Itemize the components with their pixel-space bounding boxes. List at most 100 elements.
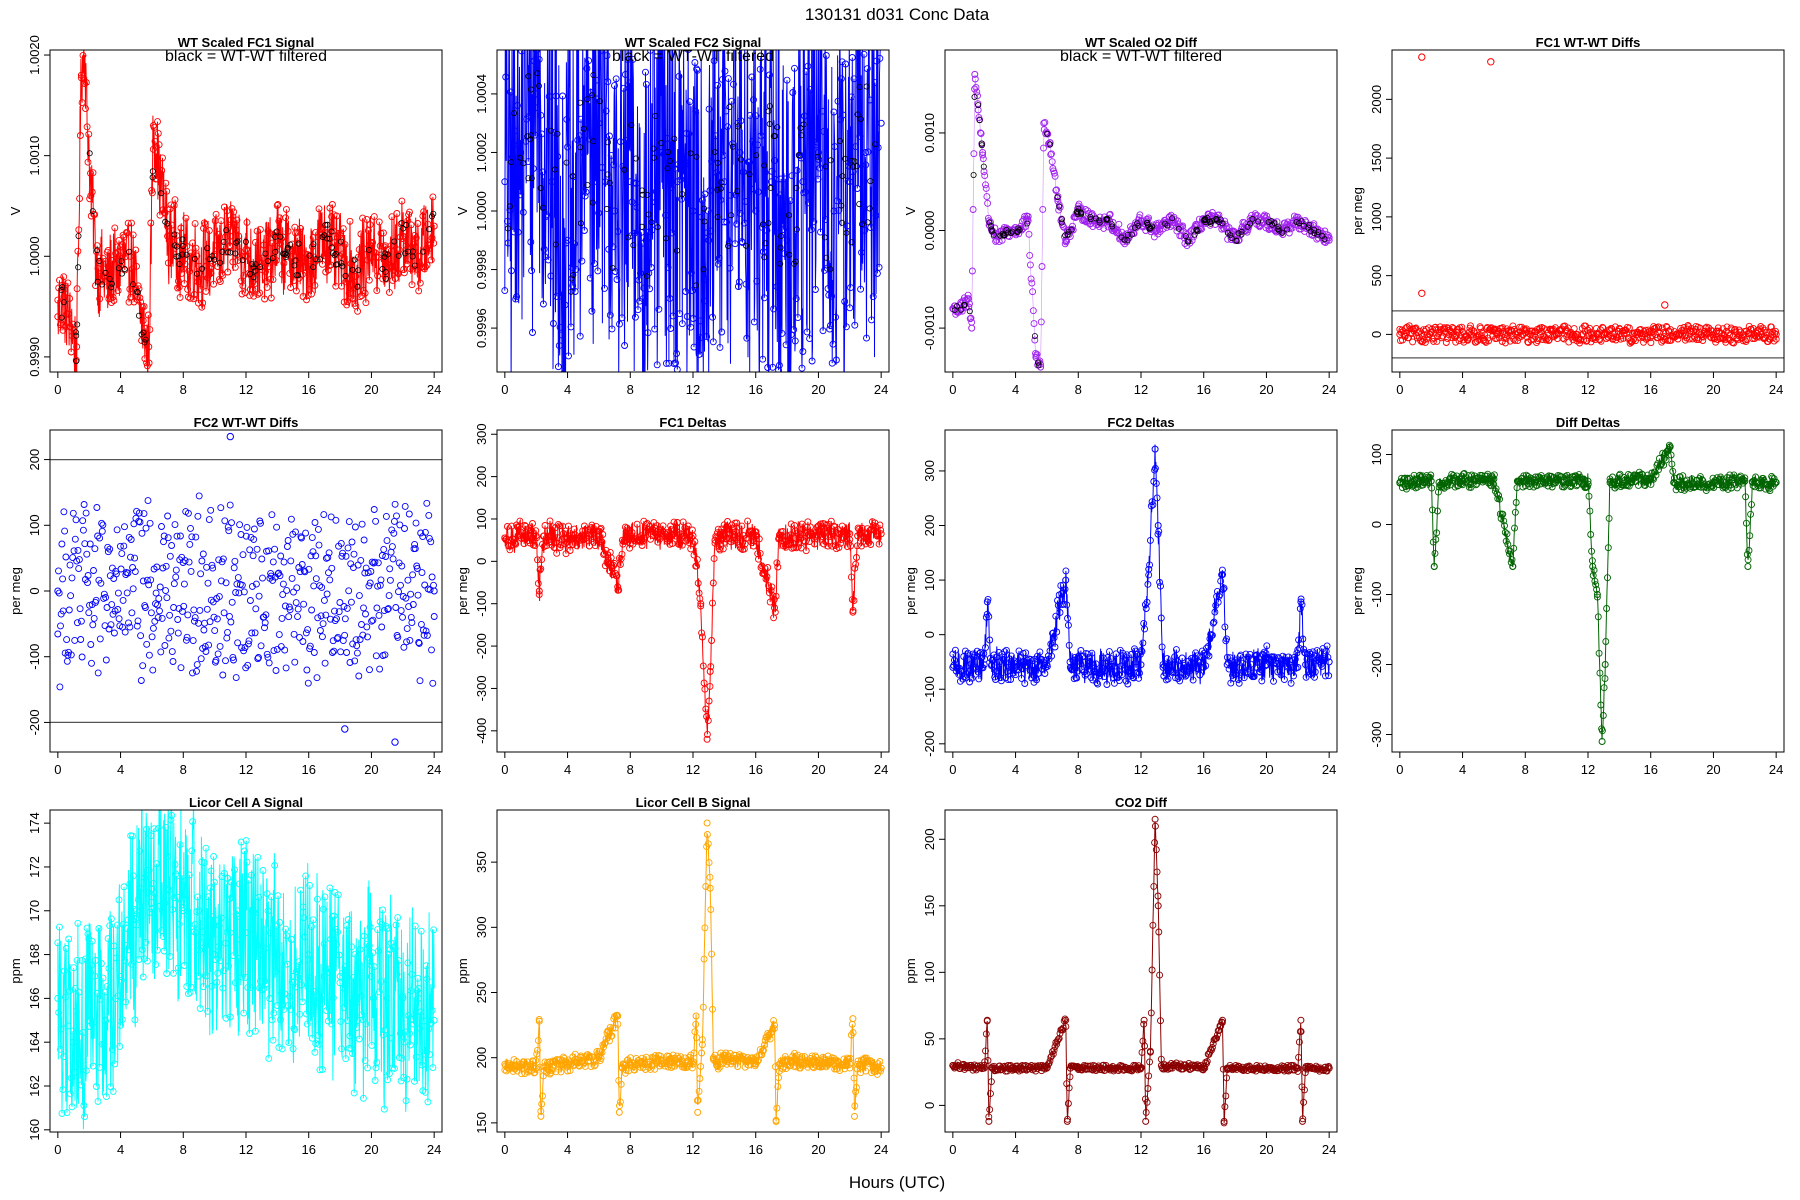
data-point xyxy=(196,606,204,614)
data-point xyxy=(172,241,180,249)
x-tick-label: 0 xyxy=(501,762,508,777)
data-point xyxy=(251,629,259,637)
data-point xyxy=(843,543,851,551)
data-point xyxy=(1667,451,1675,459)
data-point xyxy=(224,628,231,636)
data-point xyxy=(1176,677,1184,685)
data-point xyxy=(158,167,166,174)
data-point xyxy=(1236,652,1244,660)
data-point xyxy=(65,606,73,614)
data-point xyxy=(221,939,229,947)
data-point xyxy=(977,130,985,137)
data-point xyxy=(294,613,301,621)
data-point xyxy=(329,637,337,645)
data-point xyxy=(60,1053,68,1061)
data-point xyxy=(403,260,411,268)
data-point xyxy=(1229,674,1237,682)
data-point xyxy=(217,914,225,922)
data-point xyxy=(410,240,418,248)
data-point xyxy=(189,637,197,645)
data-point xyxy=(196,285,204,293)
data-point xyxy=(308,290,315,298)
filtered-point xyxy=(1096,217,1103,224)
data-point xyxy=(1504,540,1512,548)
filtered-point xyxy=(795,151,802,158)
data-point xyxy=(702,276,710,284)
data-point xyxy=(197,939,205,947)
data-point xyxy=(88,937,96,945)
filtered-point xyxy=(204,245,211,252)
key-point xyxy=(1106,663,1114,671)
data-point xyxy=(1299,635,1307,643)
data-point xyxy=(1472,481,1480,489)
data-point xyxy=(580,37,586,43)
data-point xyxy=(664,263,672,271)
x-tick-label: 8 xyxy=(627,382,634,397)
data-point xyxy=(144,888,152,896)
data-point xyxy=(1161,662,1169,670)
data-point xyxy=(805,199,813,207)
filtered-point xyxy=(1235,230,1242,237)
x-tick-label: 12 xyxy=(1134,382,1148,397)
data-point xyxy=(121,523,128,531)
data-point xyxy=(251,909,259,917)
data-point xyxy=(534,579,542,587)
key-point xyxy=(1744,563,1752,570)
data-point xyxy=(358,520,366,528)
data-point xyxy=(1051,643,1059,651)
data-point xyxy=(242,837,250,845)
data-point xyxy=(210,613,218,621)
data-point xyxy=(709,599,716,607)
filtered-point xyxy=(548,127,555,134)
data-point xyxy=(1691,334,1699,342)
y-axis-label: per meg xyxy=(1350,187,1365,235)
data-point xyxy=(234,639,242,647)
x-tick-label: 4 xyxy=(564,762,571,777)
key-point xyxy=(226,232,234,240)
data-point xyxy=(393,210,401,217)
filtered-point xyxy=(551,166,558,173)
filtered-point xyxy=(1238,228,1245,235)
data-point xyxy=(110,297,118,304)
data-point xyxy=(806,335,814,343)
data-point xyxy=(798,520,806,528)
data-point xyxy=(79,526,87,534)
filtered-point xyxy=(1047,141,1054,148)
data-point xyxy=(677,176,685,184)
data-point xyxy=(763,30,769,36)
data-point xyxy=(550,128,558,136)
data-point xyxy=(580,227,588,234)
data-point xyxy=(314,614,322,622)
data-point xyxy=(1295,644,1303,652)
data-point xyxy=(965,667,973,675)
key-point xyxy=(1137,661,1145,669)
data-point xyxy=(369,239,377,246)
filtered-point xyxy=(1149,223,1156,230)
data-point xyxy=(134,617,142,625)
data-point xyxy=(99,974,107,982)
key-point xyxy=(532,90,540,98)
data-point xyxy=(1642,326,1650,334)
data-point xyxy=(102,1093,110,1101)
data-point xyxy=(1660,454,1668,462)
data-point xyxy=(1064,621,1072,629)
filtered-point xyxy=(420,248,427,255)
data-point xyxy=(663,135,671,142)
data-layer xyxy=(949,444,1333,688)
key-point xyxy=(1046,139,1054,147)
data-point xyxy=(1030,320,1038,328)
data-point xyxy=(1325,672,1333,680)
key-point xyxy=(854,532,862,540)
data-point xyxy=(213,241,221,249)
data-point xyxy=(1586,507,1594,515)
data-point xyxy=(693,562,701,570)
data-point xyxy=(776,191,784,199)
data-point xyxy=(73,371,78,372)
y-tick-label: 0 xyxy=(922,631,937,638)
data-point xyxy=(506,206,514,214)
data-point xyxy=(371,249,379,257)
y-tick-label: 300 xyxy=(474,423,489,445)
data-point xyxy=(775,366,783,372)
filtered-point xyxy=(252,267,259,274)
filtered-point xyxy=(534,70,541,77)
